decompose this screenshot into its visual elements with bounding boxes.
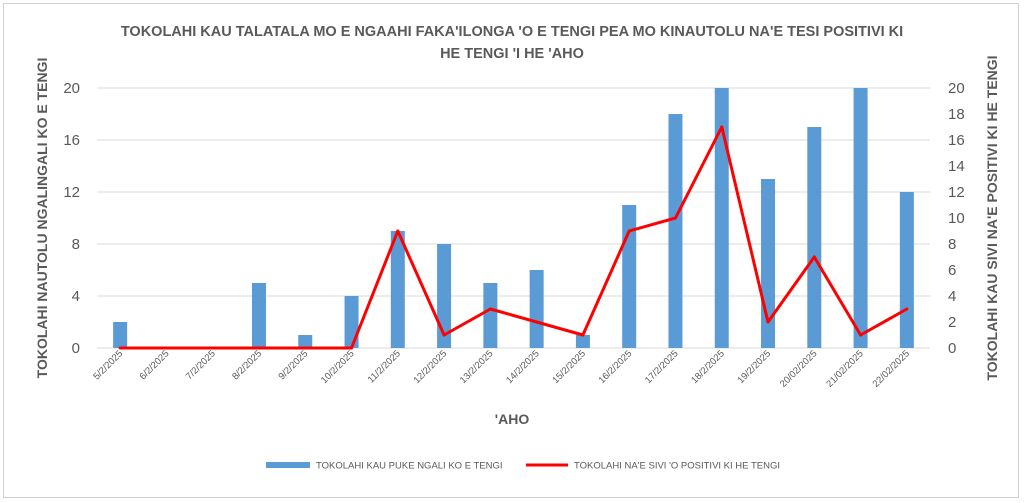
line-point [905, 307, 909, 311]
x-tick-label: 20/02/2025 [778, 348, 819, 389]
bar [483, 283, 498, 348]
bar [714, 88, 729, 348]
line-point [303, 346, 307, 350]
x-tick-label: 9/2/2025 [276, 348, 310, 382]
x-tick-label: 8/2/2025 [230, 348, 264, 382]
line-point [396, 229, 400, 233]
chart-title-line-2: HE TENGI 'I HE 'AHO [440, 46, 584, 62]
bar-series [113, 88, 914, 348]
line-point [627, 229, 631, 233]
x-tick-label: 22/02/2025 [871, 348, 912, 389]
line-point [720, 125, 724, 129]
chart-title-line-1: TOKOLAHI KAU TALATALA MO E NGAAHI FAKA'I… [121, 24, 903, 40]
right-axis-ticks: 0 2 4 6 8 10 12 14 16 18 20 [948, 80, 965, 357]
left-tick-label: 8 [72, 236, 80, 253]
line-point [118, 346, 122, 350]
bar [298, 335, 313, 348]
right-tick-label: 2 [948, 314, 956, 331]
bar [899, 192, 914, 348]
line-point [350, 346, 354, 350]
x-tick-label: 18/2/2025 [689, 348, 727, 386]
right-tick-label: 0 [948, 340, 956, 357]
line-point [211, 346, 215, 350]
line-point [859, 333, 863, 337]
legend: TOKOLAHI KAU PUKE NGALI KO E TENGI TOKOL… [266, 461, 780, 472]
left-axis-ticks: 0 4 8 12 16 20 [63, 80, 80, 357]
bar [668, 114, 683, 348]
x-tick-label: 12/2/2025 [412, 348, 450, 386]
right-tick-label: 6 [948, 262, 956, 279]
bar [390, 231, 405, 348]
right-tick-label: 4 [948, 288, 956, 305]
line-series [118, 125, 909, 350]
x-tick-label: 15/2/2025 [550, 348, 588, 386]
bar [853, 88, 868, 348]
left-tick-label: 16 [63, 132, 80, 149]
x-tick-label: 14/2/2025 [504, 348, 542, 386]
right-tick-label: 8 [948, 236, 956, 253]
line-point [535, 320, 539, 324]
right-tick-label: 20 [948, 80, 965, 97]
line-point [257, 346, 261, 350]
right-tick-label: 12 [948, 184, 965, 201]
bar [807, 127, 822, 348]
bar [437, 244, 452, 348]
chart-frame [3, 3, 1019, 498]
left-tick-label: 12 [63, 184, 80, 201]
left-tick-label: 0 [72, 340, 80, 357]
right-tick-label: 10 [948, 210, 965, 227]
legend-line-label: TOKOLAHI NA'E SIVI 'O POSITIVI KI HE TEN… [574, 461, 780, 472]
x-tick-label: 6/2/2025 [138, 348, 172, 382]
line-point [164, 346, 168, 350]
x-tick-label: 7/2/2025 [184, 348, 218, 382]
left-axis-title: TOKOLAHI NAUTOLU NGALINGALI KO E TENGI [34, 58, 50, 379]
x-axis-title: 'AHO [495, 411, 530, 427]
left-tick-label: 20 [63, 80, 80, 97]
right-axis-title: TOKOLAHI KAU SIVI NA'E POSITIVI KI HE TE… [984, 55, 1000, 380]
x-tick-label: 19/2/2025 [735, 348, 773, 386]
legend-bar-label: TOKOLAHI KAU PUKE NGALI KO E TENGI [316, 461, 503, 472]
left-tick-label: 4 [72, 288, 80, 305]
x-tick-label: 17/2/2025 [643, 348, 681, 386]
bar [344, 296, 359, 348]
bar [113, 322, 128, 348]
series-line [120, 125, 908, 350]
legend-bar-swatch [266, 462, 310, 468]
right-tick-label: 16 [948, 132, 965, 149]
x-axis-ticks: 5/2/2025 6/2/2025 7/2/2025 8/2/2025 9/2/2025… [91, 348, 912, 389]
line-point [766, 320, 770, 324]
x-tick-label: 13/2/2025 [458, 348, 496, 386]
bar [622, 205, 637, 348]
bar [529, 270, 544, 348]
right-tick-label: 14 [948, 158, 965, 175]
right-tick-label: 18 [948, 106, 965, 123]
line-point [673, 216, 677, 220]
x-tick-label: 11/2/2025 [366, 348, 403, 385]
line-point [442, 333, 446, 337]
x-tick-label: 5/2/2025 [91, 348, 125, 382]
line-point [581, 333, 585, 337]
x-tick-label: 16/2/2025 [597, 348, 635, 386]
x-tick-label: 21/02/2025 [824, 348, 865, 389]
line-point [488, 307, 492, 311]
bar [575, 335, 590, 348]
gridlines [97, 87, 930, 349]
x-tick-label: 10/2/2025 [319, 348, 357, 386]
bar [251, 283, 266, 348]
line-point [812, 255, 816, 259]
